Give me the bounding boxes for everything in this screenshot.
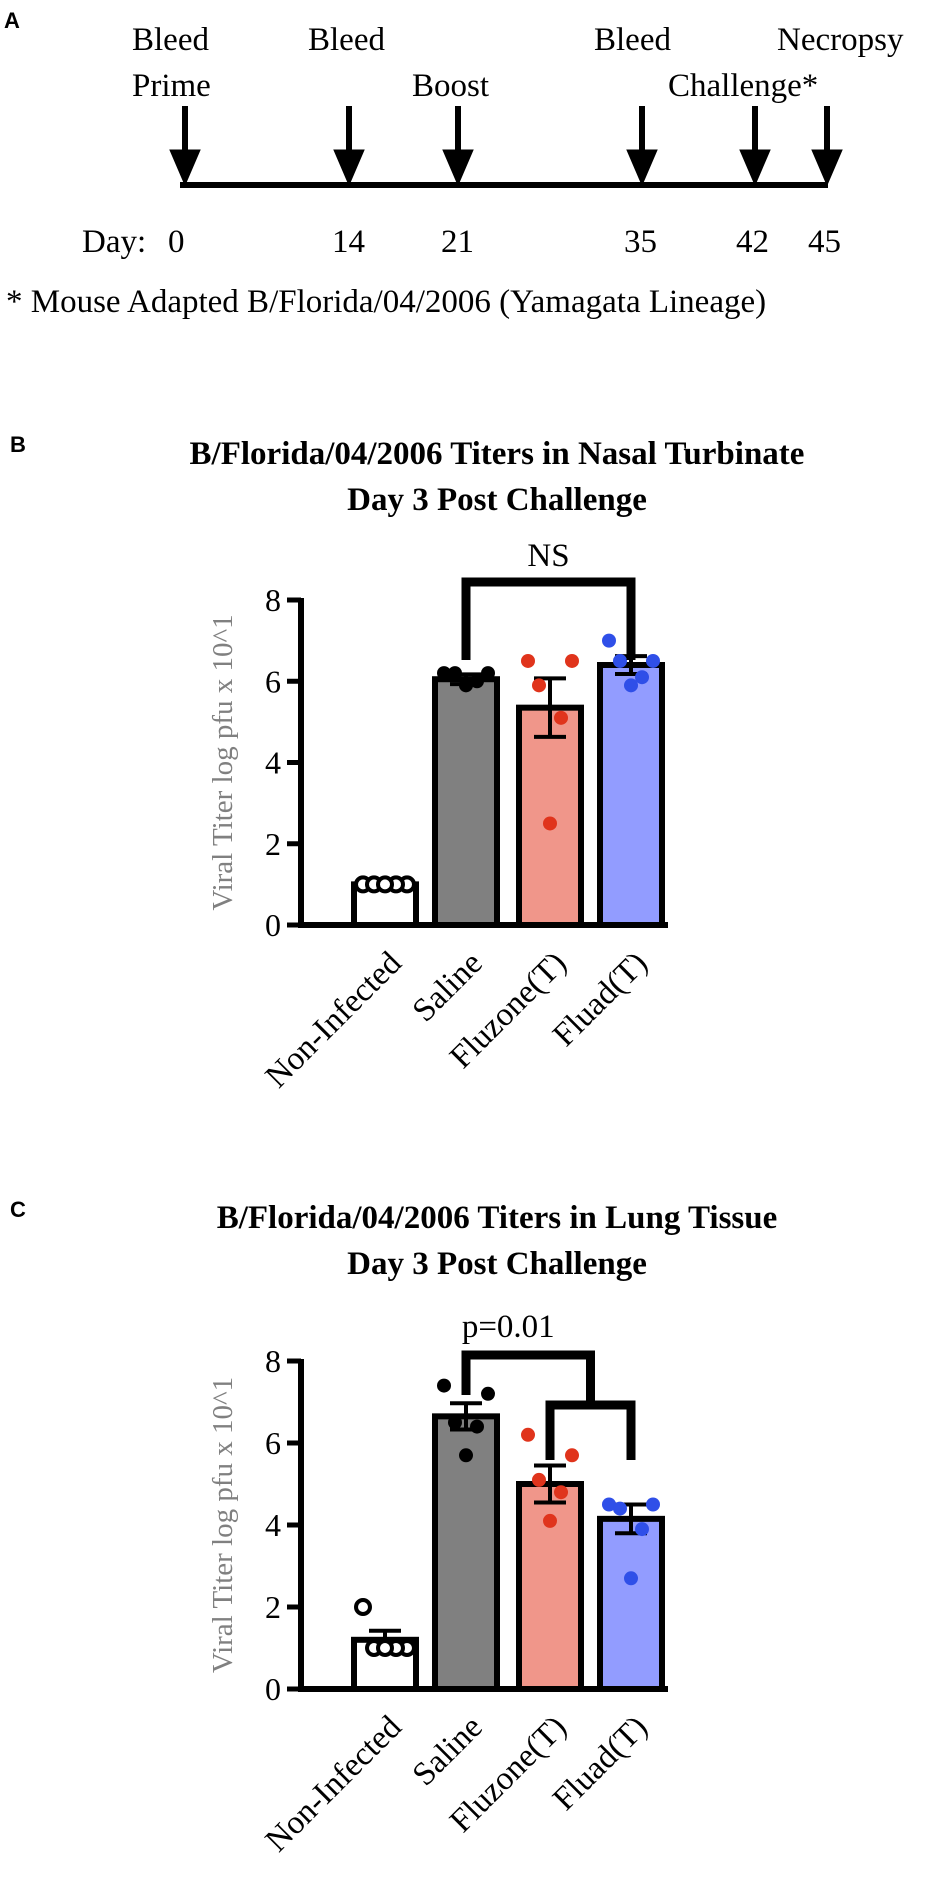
day-0: 0 xyxy=(168,224,185,260)
chart-c-point-fluzone-t xyxy=(554,1485,568,1500)
event-day-21-label: Boost xyxy=(412,68,489,104)
chart-c-ytick-label-6: 6 xyxy=(265,1425,281,1461)
panel-c: C B/Florida/04/2006 Titers in Lung Tissu… xyxy=(10,1197,777,1859)
chart-c-bar-fluad-t xyxy=(597,1515,665,1692)
chart-b-point-fluzone-t xyxy=(565,653,579,668)
panel-c-letter: C xyxy=(10,1197,26,1222)
arrow-day-42 xyxy=(739,106,771,187)
chart-b-significance-bracket xyxy=(461,577,636,660)
chart-c-ytick-label-0: 0 xyxy=(265,1671,281,1707)
event-day-42-label: Challenge* xyxy=(668,68,818,104)
arrow-day-35 xyxy=(626,106,658,187)
chart-b-ytick-label-0: 0 xyxy=(265,907,281,943)
chart-b-significance-label: NS xyxy=(527,538,569,574)
chart-c-ytick-label-2: 2 xyxy=(265,1589,281,1625)
chart-c-ylabel: Viral Titer log pfu x 10^1 xyxy=(207,1377,239,1673)
chart-b-bar-fluad-t xyxy=(597,662,665,928)
chart-b-point-saline xyxy=(470,674,484,689)
chart-b-point-fluzone-t xyxy=(521,653,535,668)
chart-b-ytick-label-2: 2 xyxy=(265,826,281,862)
chart-b-title: B/Florida/04/2006 Titers in Nasal Turbin… xyxy=(190,436,805,472)
chart-c-plot: 0 2 4 6 8 Viral Titer log pfu x 10^1 Non-Infec… xyxy=(207,1309,668,1859)
day-35: 35 xyxy=(624,224,657,260)
chart-c-ytick-label-8: 8 xyxy=(265,1343,281,1379)
footnote: * Mouse Adapted B/Florida/04/2006 (Yamag… xyxy=(6,284,766,320)
chart-c-point-fluzone-t xyxy=(543,1513,557,1528)
chart-c-point-non-infected xyxy=(354,1598,372,1616)
chart-b-point-fluad-t xyxy=(635,670,649,685)
chart-b-point-fluad-t xyxy=(613,653,627,668)
day-45: 45 xyxy=(808,224,841,260)
chart-c-point-saline xyxy=(481,1386,495,1401)
chart-c-subtitle: Day 3 Post Challenge xyxy=(347,1246,647,1282)
chart-b-ytick-label-6: 6 xyxy=(265,663,281,699)
chart-b-point-fluad-t xyxy=(624,678,638,693)
chart-b-point-fluad-t xyxy=(602,633,616,648)
chart-b-ylabel: Viral Titer log pfu x 10^1 xyxy=(207,614,239,910)
chart-b-bar-saline xyxy=(432,676,500,928)
chart-c-point-saline xyxy=(437,1378,451,1393)
chart-b-point-fluzone-t xyxy=(554,710,568,725)
chart-c-point-fluzone-t xyxy=(565,1448,579,1463)
chart-c-outer-bracket xyxy=(461,1350,595,1405)
day-prefix-label: Day: xyxy=(82,224,146,260)
chart-c-point-fluad-t xyxy=(602,1497,616,1512)
chart-b-point-saline xyxy=(437,666,451,681)
chart-b-subtitle: Day 3 Post Challenge xyxy=(347,482,647,518)
panel-a: A Bleed Prime Bleed Boost Bleed Challeng… xyxy=(4,8,904,320)
timeline-arrows xyxy=(169,106,843,187)
event-day-45-label: Necropsy xyxy=(777,22,904,58)
chart-b-point-saline xyxy=(459,678,473,693)
arrow-day-0 xyxy=(169,106,201,187)
chart-b-plot: 0 2 4 6 8 Viral Titer log pfu x 10^1 Non-Infec… xyxy=(207,538,668,1095)
chart-c-point-fluzone-t xyxy=(532,1472,546,1487)
arrow-day-45 xyxy=(811,106,843,187)
chart-c-point-fluad-t xyxy=(635,1522,649,1537)
event-day-35-label: Bleed xyxy=(594,22,671,58)
chart-b-point-saline xyxy=(481,666,495,681)
chart-b-point-saline xyxy=(448,666,462,681)
event-day-0-label-1: Bleed xyxy=(132,22,209,58)
chart-b-bar-fluzone-t xyxy=(516,704,584,928)
chart-b-point-fluzone-t xyxy=(543,816,557,831)
chart-c-point-non-infected xyxy=(376,1639,394,1657)
day-14: 14 xyxy=(332,224,365,260)
chart-b-ytick-label-4: 4 xyxy=(265,745,281,781)
chart-c-point-fluad-t xyxy=(646,1497,660,1512)
chart-c-ytick-label-4: 4 xyxy=(265,1507,281,1543)
chart-b-category-label-non-infected: Non-Infected xyxy=(259,945,409,1095)
event-day-14-label: Bleed xyxy=(308,22,385,58)
chart-c-significance-label: p=0.01 xyxy=(462,1309,555,1345)
chart-c-category-label-non-infected: Non-Infected xyxy=(259,1709,409,1859)
panel-a-letter: A xyxy=(4,8,20,33)
panel-b: B B/Florida/04/2006 Titers in Nasal Turb… xyxy=(10,432,804,1095)
chart-b-point-fluzone-t xyxy=(532,678,546,693)
chart-c-point-saline xyxy=(448,1415,462,1430)
chart-b-ytick-label-8: 8 xyxy=(265,582,281,618)
arrow-day-21 xyxy=(442,106,474,187)
chart-c-point-saline xyxy=(459,1448,473,1463)
chart-b-point-fluad-t xyxy=(646,653,660,668)
chart-c-point-saline xyxy=(470,1419,484,1434)
chart-b-point-non-infected xyxy=(376,875,394,894)
arrow-day-14 xyxy=(333,106,365,187)
chart-c-title: B/Florida/04/2006 Titers in Lung Tissue xyxy=(217,1200,778,1236)
chart-c-inner-bracket xyxy=(545,1400,636,1460)
chart-c-point-fluad-t xyxy=(613,1501,627,1516)
day-21: 21 xyxy=(441,224,474,260)
panel-b-letter: B xyxy=(10,432,26,457)
event-day-0-label-2: Prime xyxy=(132,68,211,104)
chart-c-point-fluzone-t xyxy=(521,1427,535,1442)
chart-c-point-fluad-t xyxy=(624,1571,638,1586)
day-42: 42 xyxy=(736,224,769,260)
